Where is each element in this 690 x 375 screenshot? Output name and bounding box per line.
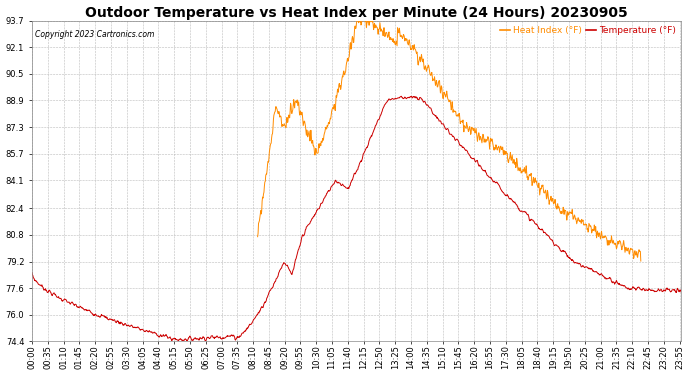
Text: Copyright 2023 Cartronics.com: Copyright 2023 Cartronics.com — [35, 30, 155, 39]
Legend: Heat Index (°F), Temperature (°F): Heat Index (°F), Temperature (°F) — [496, 22, 680, 39]
Title: Outdoor Temperature vs Heat Index per Minute (24 Hours) 20230905: Outdoor Temperature vs Heat Index per Mi… — [86, 6, 628, 20]
